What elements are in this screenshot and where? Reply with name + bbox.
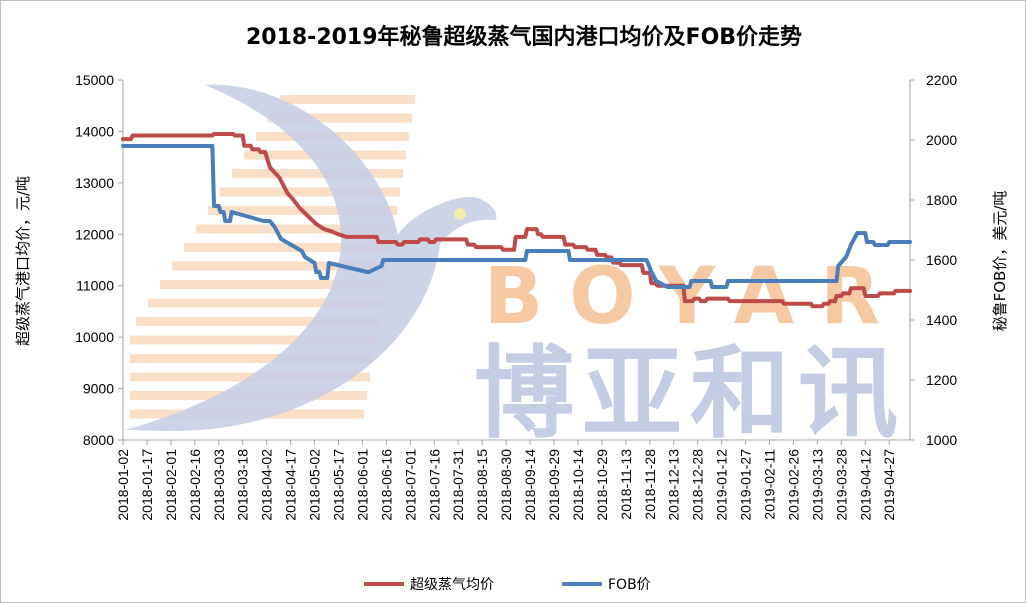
left-tick-label: 10000 (75, 329, 114, 345)
right-tick-label: 1200 (926, 372, 957, 388)
left-tick-label: 9000 (83, 381, 114, 397)
left-tick-label: 8000 (83, 432, 114, 448)
x-tick-label: 2019-03-13 (809, 449, 825, 521)
right-tick-label: 2000 (926, 132, 957, 148)
watermark-dot (454, 208, 466, 220)
watermark-stripe (148, 298, 382, 308)
watermark-stripe (136, 317, 379, 326)
right-tick-label: 1400 (926, 312, 957, 328)
right-axis-title: 秘鲁FOB价，美元/吨 (991, 191, 1009, 332)
x-tick-label: 2018-04-02 (259, 449, 275, 521)
x-tick-label: 2019-04-12 (857, 449, 873, 521)
legend: 超级蒸气均价 FOB价 (364, 577, 651, 593)
x-tick-label: 2018-07-01 (402, 449, 418, 521)
left-tick-label: 11000 (76, 278, 114, 294)
x-tick-label: 2018-11-13 (618, 449, 634, 520)
x-tick-label: 2018-10-29 (594, 449, 610, 521)
x-tick-label: 2018-12-13 (666, 449, 682, 521)
x-tick-label: 2018-12-28 (690, 449, 706, 521)
watermark-brand-latin: BOYAR (484, 252, 906, 342)
x-tick-label: 2018-07-31 (450, 449, 466, 521)
watermark: BOYAR 博亚和讯 (125, 84, 906, 452)
right-tick-label: 2200 (926, 72, 957, 88)
x-tick-label: 2018-05-17 (331, 449, 347, 521)
x-tick-label: 2018-11-28 (642, 449, 658, 520)
x-tick-label: 2018-09-29 (546, 449, 562, 521)
x-tick-label: 2019-03-28 (833, 449, 849, 521)
right-tick-label: 1600 (926, 252, 957, 268)
x-tick-label: 2018-06-16 (378, 449, 394, 521)
x-tick-label: 2019-02-11 (762, 449, 778, 520)
watermark-stripe (172, 261, 388, 271)
x-tick-label: 2019-01-12 (714, 449, 730, 521)
x-tick-label: 2018-03-03 (211, 449, 227, 521)
x-tick-label: 2018-05-02 (307, 449, 323, 521)
legend-label-domestic: 超级蒸气均价 (410, 577, 494, 593)
x-tick-label: 2018-01-02 (115, 449, 131, 521)
left-tick-label: 15000 (75, 72, 114, 88)
watermark-stripe (184, 243, 391, 252)
right-tick-label: 1800 (926, 192, 957, 208)
chart-title: 2018-2019年秘鲁超级蒸气国内港口均价及FOB价走势 (246, 24, 802, 50)
watermark-brand-cn: 博亚和讯 (474, 335, 906, 452)
watermark-stripe (220, 187, 400, 197)
left-tick-label: 14000 (75, 123, 114, 139)
left-tick-label: 13000 (75, 175, 114, 191)
swallow-bird-logo (125, 84, 497, 431)
watermark-stripe (280, 95, 415, 104)
x-tick-label: 2018-08-15 (474, 449, 490, 521)
watermark-stripe (130, 335, 376, 345)
watermark-stripe (196, 224, 394, 234)
x-tick-label: 2018-02-16 (187, 449, 203, 521)
series-line-fob (121, 144, 912, 289)
x-tick-label: 2018-01-17 (139, 449, 155, 521)
x-tick-label: 2019-01-27 (738, 449, 754, 521)
x-tick-label: 2018-07-16 (426, 449, 442, 521)
x-tick-label: 2018-02-01 (163, 449, 179, 521)
x-tick-label: 2019-02-26 (785, 449, 801, 521)
x-tick-label: 2018-09-14 (522, 449, 538, 521)
left-y-ticks: 8000 9000 10000 11000 12000 13000 14000 15000 (75, 72, 123, 448)
x-ticks: 2018-01-02 2018-01-17 2018-02-01 2018-02-16… (115, 440, 897, 521)
legend-label-fob: FOB价 (608, 577, 651, 593)
watermark-stripe (268, 113, 412, 123)
x-tick-label: 2018-06-01 (354, 449, 370, 521)
x-tick-label: 2018-03-18 (235, 449, 251, 521)
x-tick-label: 2019-04-27 (881, 449, 897, 521)
left-tick-label: 12000 (75, 226, 114, 242)
x-tick-label: 2018-08-30 (498, 449, 514, 521)
right-y-ticks: 1000 1200 1400 1600 1800 2000 2200 (910, 72, 957, 448)
right-tick-label: 1000 (926, 432, 957, 448)
x-tick-label: 2018-04-17 (283, 449, 299, 521)
x-tick-label: 2018-10-14 (570, 449, 586, 521)
watermark-stripe (232, 169, 403, 178)
watermark-stripe (130, 354, 373, 363)
left-axis-title: 超级蒸气港口均价，元/吨 (14, 176, 32, 346)
series-lines (121, 132, 912, 309)
watermark-stripe (160, 280, 385, 289)
series-line-domestic (121, 132, 912, 309)
